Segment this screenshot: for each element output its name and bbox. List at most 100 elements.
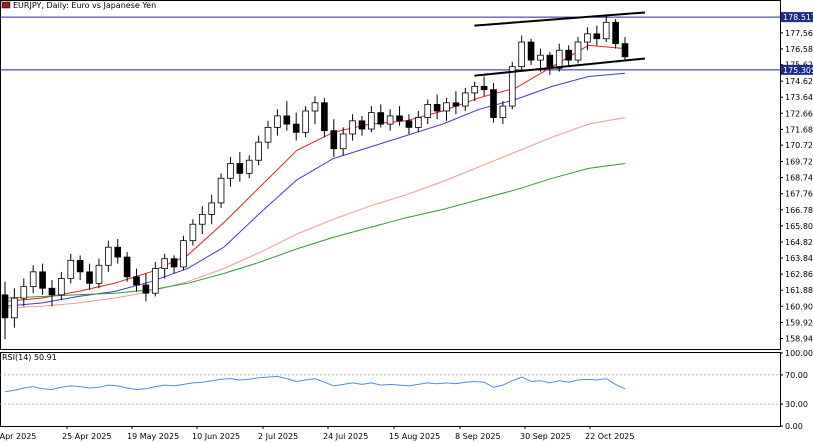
rsi-axis-label: 30.00 [785,400,808,409]
time-axis-label: 30 Sep 2025 [520,432,571,441]
candle-body [76,259,84,273]
candle [29,265,37,294]
candle [95,258,103,289]
candlesticks [1,15,629,340]
candle-body [508,66,516,107]
time-axis-label: 19 May 2025 [127,432,179,441]
candle-body [133,276,140,286]
candle [602,15,610,43]
candle-body [217,177,225,204]
price-tag-label: 178.517 [783,13,813,22]
candle [499,101,507,125]
candle-body [11,297,18,319]
candle [180,235,187,271]
trendline-upper-channel [474,11,646,27]
candle [20,278,28,307]
moving-average-line [4,72,626,307]
time-axis-label: 2 Jul 2025 [258,432,298,441]
time-axis-label: 24 Jul 2025 [323,432,368,441]
price-axis-label: 166.780 [785,206,813,215]
candle-body [612,21,619,45]
rsi-title: RSI(14) 50.91 [2,353,57,362]
candle-body [321,102,328,132]
candle-body [86,271,93,284]
candle [105,240,112,272]
candle [593,25,601,46]
candle [283,101,291,131]
candle [565,45,572,67]
time-axis-label: 4 Apr 2025 [0,432,36,441]
candle [433,94,441,120]
price-axis-label: 174.620 [785,77,813,86]
candle-body [20,286,28,299]
candle [508,61,516,110]
candle [161,253,169,279]
candle [368,106,375,133]
candle [386,109,394,131]
candle-body [368,112,375,130]
price-axis-label: 171.680 [785,125,813,134]
candle-body [452,102,460,107]
candle [415,110,422,133]
candle [142,273,150,302]
price-tag-bg [781,64,813,75]
moving-average-line [4,163,626,299]
candle [321,97,328,138]
candle [76,255,84,281]
candle-body [565,49,572,61]
candle-body [518,41,525,68]
price-axis-label: 168.740 [785,174,813,183]
candle-body [490,89,497,118]
symbol-title: EURJPY, Daily: Euro vs Japanese Yen [13,1,156,10]
candle-body [142,284,150,294]
rsi-axis-label: 100.00 [785,349,813,358]
candle-body [424,104,432,118]
candle-body [48,287,56,296]
price-axis-label: 170.720 [785,141,813,150]
candle [471,81,479,102]
candle-body [480,85,488,91]
candle-body [245,159,253,174]
price-axis-label: 165.800 [785,222,813,231]
candle [461,88,469,111]
candle [39,263,46,295]
candle-body [227,163,234,179]
candle [452,91,460,115]
candle [330,119,338,157]
moving-average-line [4,44,626,302]
candle-body [105,246,112,266]
candle-body [386,115,394,125]
candle-body [67,259,75,279]
candle-body [29,271,37,288]
trendline-lower-channel [474,57,646,77]
price-axis-label: 164.820 [785,238,813,247]
candle-body [161,258,169,269]
candle [527,38,535,66]
price-axis-label: 173.640 [785,93,813,102]
price-axis-label: 167.760 [785,190,813,199]
candle [405,114,413,134]
price-axis-label: 162.860 [785,270,813,279]
candle [114,239,122,264]
moving-average-line [4,117,626,309]
price-axis-label: 158.940 [785,334,813,343]
trendlines [474,11,646,77]
candle [612,19,619,49]
candle-body [584,33,591,43]
time-axis: 4 Apr 2025 25 Apr 2025 19 May 2025 10 Jun 2… [0,426,634,441]
time-axis-label: 22 Oct 2025 [585,432,634,441]
candle-body [1,294,9,319]
candle [189,219,197,246]
rsi-pane: 100.00 70.00 30.00 0.00 RSI(14) 50.91 [0,349,813,431]
candle [170,255,178,274]
moving-averages [4,44,626,309]
candle-body [114,246,122,258]
candle-body [339,133,347,150]
candle-body [527,41,535,61]
candle [255,135,262,166]
rsi-axis-label: 0.00 [785,422,803,431]
price-axis: 178.517177.560176.580175.620175.305174.6… [780,13,813,343]
candle-body [555,49,563,69]
candle-body [349,120,356,135]
candle [480,76,488,97]
